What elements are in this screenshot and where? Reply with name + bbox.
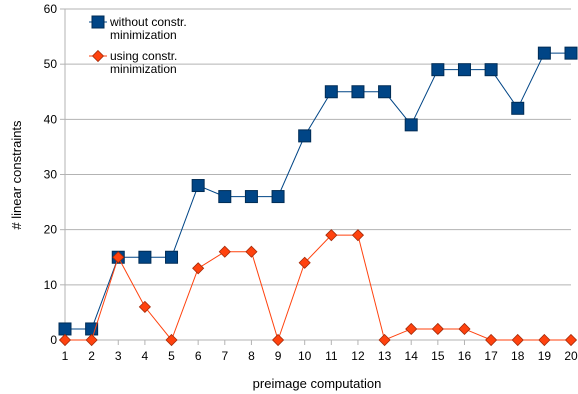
data-point bbox=[298, 256, 311, 269]
legend-marker bbox=[91, 49, 105, 63]
data-point bbox=[484, 63, 498, 77]
x-tick-label: 3 bbox=[115, 349, 122, 363]
series-line bbox=[65, 234, 571, 342]
y-tick-label: 50 bbox=[44, 57, 58, 71]
data-point bbox=[485, 333, 498, 347]
data-point bbox=[191, 179, 205, 193]
y-tick-label: 30 bbox=[44, 168, 58, 182]
x-tick-label: 7 bbox=[221, 349, 228, 363]
series-line bbox=[65, 52, 571, 330]
data-point bbox=[431, 322, 444, 336]
data-point bbox=[378, 333, 391, 347]
data-point bbox=[165, 250, 179, 264]
data-point bbox=[218, 190, 232, 204]
x-tick-label: 9 bbox=[275, 349, 282, 363]
data-point bbox=[85, 322, 99, 336]
data-point bbox=[431, 63, 445, 77]
x-tick-label: 17 bbox=[484, 349, 498, 363]
data-point bbox=[538, 333, 551, 347]
data-point bbox=[325, 229, 338, 242]
y-tick-label: 40 bbox=[44, 112, 58, 126]
data-point bbox=[537, 46, 551, 60]
data-point bbox=[458, 322, 471, 336]
data-point bbox=[165, 333, 178, 347]
x-tick-label: 13 bbox=[378, 349, 392, 363]
x-tick-label: 11 bbox=[325, 349, 338, 363]
legend-entry: using constr. minimization bbox=[89, 49, 177, 76]
data-point bbox=[457, 63, 471, 77]
data-point bbox=[351, 229, 365, 242]
data-point bbox=[58, 322, 72, 336]
data-point bbox=[138, 250, 152, 264]
data-point bbox=[85, 333, 98, 347]
data-point bbox=[112, 251, 125, 264]
x-tick-label: 4 bbox=[142, 349, 149, 363]
y-tick-label: 60 bbox=[44, 2, 58, 16]
y-tick-label: 10 bbox=[44, 278, 58, 292]
legend-label: without constr. minimization bbox=[109, 15, 187, 42]
y-axis-label: # linear constraints bbox=[9, 120, 24, 230]
y-tick-label: 0 bbox=[50, 333, 57, 347]
data-point bbox=[271, 190, 285, 204]
data-point bbox=[271, 333, 285, 347]
data-point bbox=[298, 129, 312, 143]
x-tick-label: 15 bbox=[431, 349, 445, 363]
data-point bbox=[564, 333, 578, 347]
data-point bbox=[351, 85, 365, 99]
x-tick-label: 2 bbox=[88, 349, 95, 363]
data-point bbox=[58, 333, 72, 347]
x-tick-label: 16 bbox=[458, 349, 472, 363]
x-tick-label: 8 bbox=[248, 349, 255, 363]
data-point bbox=[564, 46, 578, 60]
data-point bbox=[511, 101, 525, 115]
x-tick-label: 10 bbox=[298, 349, 312, 363]
data-point bbox=[138, 300, 151, 313]
data-point bbox=[245, 245, 258, 258]
data-point bbox=[218, 245, 231, 258]
legend-marker bbox=[91, 15, 105, 29]
y-tick-label: 20 bbox=[44, 223, 58, 237]
x-tick-label: 6 bbox=[195, 349, 202, 363]
x-axis-label: preimage computation bbox=[253, 376, 382, 391]
x-tick-label: 1 bbox=[62, 349, 69, 363]
data-point bbox=[244, 190, 258, 204]
data-point bbox=[378, 85, 392, 99]
x-tick-label: 19 bbox=[538, 349, 552, 363]
x-tick-label: 14 bbox=[405, 349, 419, 363]
data-point bbox=[324, 85, 338, 99]
x-tick-label: 20 bbox=[564, 349, 578, 363]
x-tick-label: 18 bbox=[511, 349, 525, 363]
grid bbox=[65, 8, 571, 341]
legend-entry: without constr. minimization bbox=[89, 15, 187, 42]
legend-label: using constr. minimization bbox=[110, 49, 177, 76]
x-tick-label: 12 bbox=[351, 349, 365, 363]
data-point bbox=[511, 333, 524, 347]
series-layer bbox=[58, 46, 578, 347]
data-point bbox=[192, 262, 205, 275]
x-tick-label: 5 bbox=[168, 349, 175, 363]
data-point bbox=[404, 118, 418, 132]
series-2 bbox=[58, 229, 578, 347]
data-point bbox=[405, 322, 418, 336]
legend: without constr. minimization using constr.… bbox=[89, 15, 187, 76]
